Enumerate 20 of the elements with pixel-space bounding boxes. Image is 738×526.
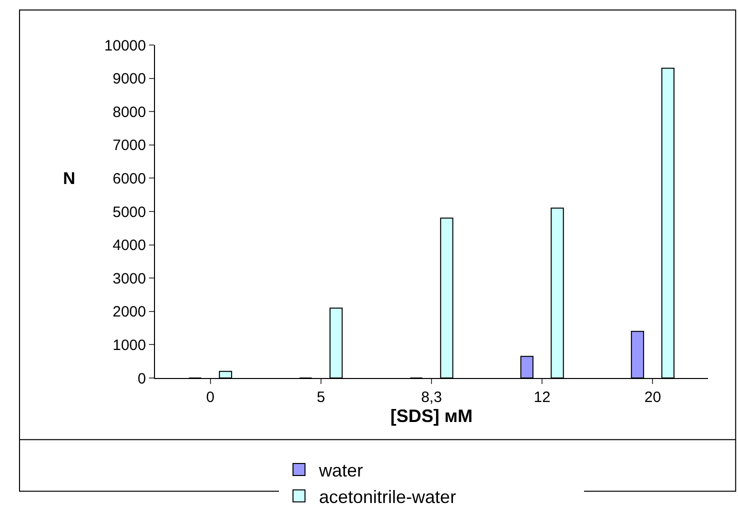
y-tick-label: 7000 <box>112 137 146 154</box>
y-tick-label: 5000 <box>112 204 146 221</box>
x-tick-label: 0 <box>206 389 214 406</box>
y-tick-label: 10000 <box>104 37 146 54</box>
y-axis-title: N <box>63 169 76 188</box>
y-tick-label: 9000 <box>112 70 146 88</box>
x-tick-label: 8,3 <box>421 389 442 406</box>
legend-label: water <box>318 460 364 480</box>
y-tick-label: 6000 <box>112 170 146 188</box>
x-tick-label: 20 <box>644 389 662 406</box>
y-tick-label: 8000 <box>112 104 146 121</box>
y-tick-label: 3000 <box>112 270 146 288</box>
legend-label: acetonitrile-water <box>319 486 456 507</box>
y-tick-label: 4000 <box>112 237 146 254</box>
y-tick-label: 2000 <box>112 304 146 321</box>
x-tick-label: 12 <box>534 389 550 406</box>
y-tick-label: 0 <box>138 370 146 388</box>
x-tick-label: 5 <box>316 389 326 406</box>
y-tick-label: 1000 <box>112 336 146 354</box>
x-axis-title: [SDS] мМ <box>390 406 473 426</box>
